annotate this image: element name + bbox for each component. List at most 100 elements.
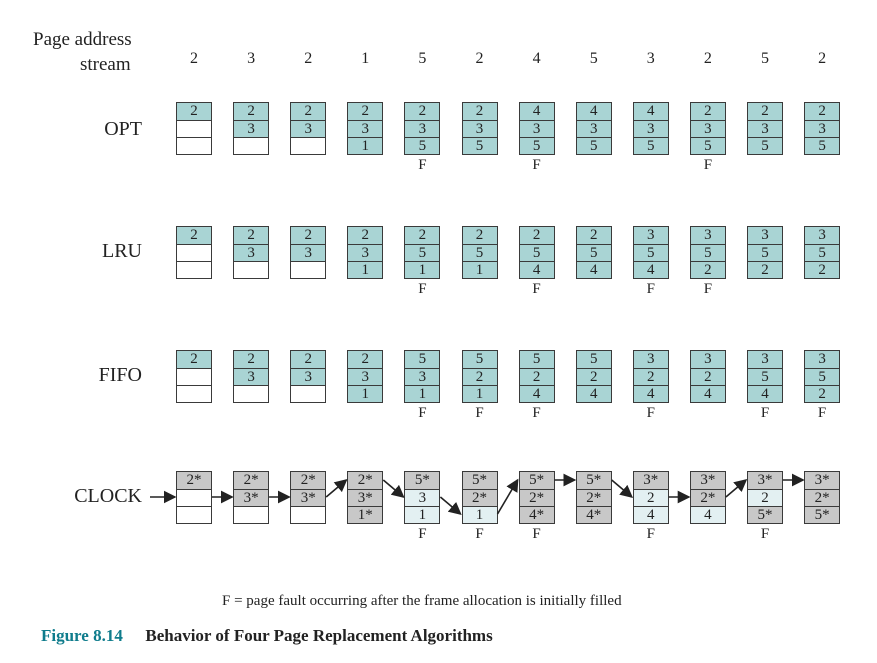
- frame-cell: 2: [690, 103, 725, 120]
- frame-cell: 3: [690, 227, 725, 244]
- frame-cell: 3: [805, 227, 840, 244]
- frame-cell: 5: [633, 244, 668, 261]
- frame-cell: 2*: [348, 472, 383, 489]
- frame-cell: 3: [405, 120, 440, 137]
- caption-label: Figure 8.14: [41, 626, 123, 645]
- clock-pointer-arrow: [382, 479, 405, 499]
- frame-cell: [291, 506, 326, 523]
- frame-cell: 4: [633, 385, 668, 402]
- footnote: F = page fault occurring after the frame…: [222, 593, 622, 609]
- frame-cell: [177, 137, 211, 154]
- frame-cell: 2: [177, 351, 211, 368]
- frame-cell: 5: [519, 137, 554, 154]
- frame-cell: 2*: [519, 489, 554, 506]
- algorithm-label-opt: OPT: [104, 118, 142, 140]
- frame-cell: 2: [748, 489, 782, 506]
- frame-set: 2: [176, 226, 212, 279]
- stream-value: 5: [589, 50, 598, 67]
- frame-cell: 4: [576, 103, 611, 120]
- frame-cell: 2*: [576, 489, 611, 506]
- frame-cell: 4: [633, 506, 668, 523]
- frame-cell: [234, 137, 269, 154]
- frame-cell: 2: [234, 351, 269, 368]
- frame-cell: 3: [234, 368, 269, 385]
- frame-set: 2* 3* 1*: [347, 471, 384, 524]
- frame-cell: 2: [576, 368, 611, 385]
- stream-value: 2: [304, 50, 313, 67]
- frame-cell: 2: [291, 103, 326, 120]
- frame-cell: 2: [348, 227, 383, 244]
- frame-cell: 5: [462, 137, 497, 154]
- frame-cell: 2: [234, 103, 269, 120]
- frame-cell: 5*: [748, 506, 782, 523]
- frame-cell: 2: [348, 103, 383, 120]
- frame-cell: [234, 385, 269, 402]
- frame-cell: 5: [805, 368, 840, 385]
- frame-cell: 3: [633, 227, 668, 244]
- page-fault-marker: F: [760, 526, 770, 542]
- clock-pointer-arrow: [325, 478, 348, 498]
- frame-cell: 4: [690, 506, 725, 523]
- frame-cell: 2: [519, 227, 554, 244]
- frame-set: 2: [176, 350, 212, 403]
- frame-cell: 1: [462, 506, 497, 523]
- frame-set: 2*: [176, 471, 212, 524]
- frame-cell: 2: [291, 351, 326, 368]
- frame-cell: 1: [348, 261, 383, 278]
- frame-cell: 4: [633, 103, 668, 120]
- frame-cell: 2: [748, 261, 782, 278]
- frame-cell: 3: [405, 368, 440, 385]
- page-fault-marker: F: [532, 405, 541, 421]
- stream-value: 5: [761, 50, 769, 67]
- frame-cell: 3: [805, 351, 840, 368]
- frame-cell: 4: [748, 385, 782, 402]
- frame-cell: 5: [405, 137, 440, 154]
- page-fault-marker: F: [760, 405, 770, 421]
- frame-cell: 5*: [576, 472, 611, 489]
- frame-cell: 2*: [805, 489, 840, 506]
- frame-cell: 5: [748, 137, 782, 154]
- frame-cell: 2: [633, 368, 668, 385]
- clock-pointer-arrow: [496, 478, 519, 515]
- frame-cell: 5: [748, 368, 782, 385]
- frame-cell: 4: [519, 261, 554, 278]
- frame-cell: 2: [519, 368, 554, 385]
- frame-cell: 2: [405, 103, 440, 120]
- frame-set: 5* 3 1: [404, 471, 441, 524]
- frame-cell: 1: [348, 385, 383, 402]
- frame-cell: 2*: [690, 489, 725, 506]
- frame-cell: 2: [177, 227, 211, 244]
- stream-value: 3: [247, 50, 256, 67]
- frame-cell: [291, 261, 326, 278]
- frame-cell: 3: [748, 227, 782, 244]
- frame-cell: 5: [633, 137, 668, 154]
- frame-cell: 3: [291, 120, 326, 137]
- frame-cell: 5*: [462, 472, 497, 489]
- frame-cell: [234, 261, 269, 278]
- frame-cell: 4*: [519, 506, 554, 523]
- page-fault-marker: F: [418, 281, 427, 297]
- frame-cell: [177, 368, 211, 385]
- figure-caption: Figure 8.14 Behavior of Four Page Replac…: [41, 626, 493, 646]
- frame-cell: 2: [462, 227, 497, 244]
- frame-cell: 1: [405, 261, 440, 278]
- frame-cell: 3: [291, 368, 326, 385]
- frame-set: 2: [176, 102, 212, 155]
- stream-value: 5: [418, 50, 427, 67]
- stream-value: 2: [703, 50, 712, 67]
- frame-cell: 1: [405, 506, 440, 523]
- clock-pointer-arrow: [725, 478, 748, 498]
- frame-cell: 3: [748, 120, 782, 137]
